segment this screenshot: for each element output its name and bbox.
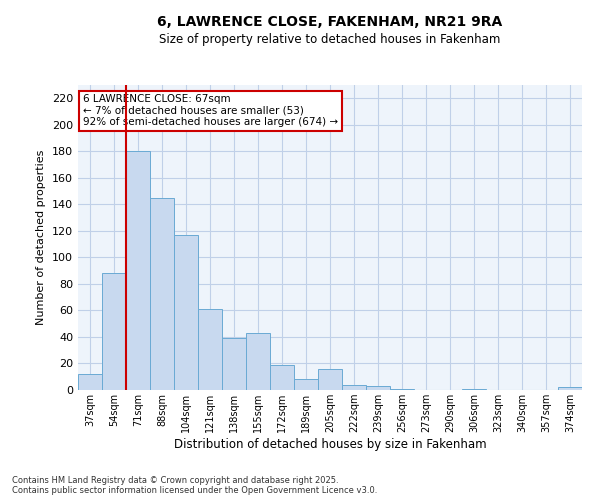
Bar: [462, 388, 486, 390]
X-axis label: Distribution of detached houses by size in Fakenham: Distribution of detached houses by size …: [173, 438, 487, 451]
Bar: [78, 374, 102, 390]
Bar: [126, 152, 150, 390]
Bar: [150, 198, 174, 390]
Bar: [558, 388, 582, 390]
Bar: [318, 369, 342, 390]
Bar: [222, 338, 246, 390]
Bar: [174, 235, 198, 390]
Bar: [198, 309, 222, 390]
Text: Contains HM Land Registry data © Crown copyright and database right 2025.
Contai: Contains HM Land Registry data © Crown c…: [12, 476, 377, 495]
Bar: [270, 365, 294, 390]
Bar: [342, 384, 366, 390]
Bar: [294, 380, 318, 390]
Bar: [102, 274, 126, 390]
Bar: [390, 388, 414, 390]
Bar: [366, 386, 390, 390]
Text: 6, LAWRENCE CLOSE, FAKENHAM, NR21 9RA: 6, LAWRENCE CLOSE, FAKENHAM, NR21 9RA: [157, 15, 503, 29]
Y-axis label: Number of detached properties: Number of detached properties: [37, 150, 46, 325]
Text: Size of property relative to detached houses in Fakenham: Size of property relative to detached ho…: [160, 32, 500, 46]
Text: 6 LAWRENCE CLOSE: 67sqm
← 7% of detached houses are smaller (53)
92% of semi-det: 6 LAWRENCE CLOSE: 67sqm ← 7% of detached…: [83, 94, 338, 128]
Bar: [246, 333, 270, 390]
